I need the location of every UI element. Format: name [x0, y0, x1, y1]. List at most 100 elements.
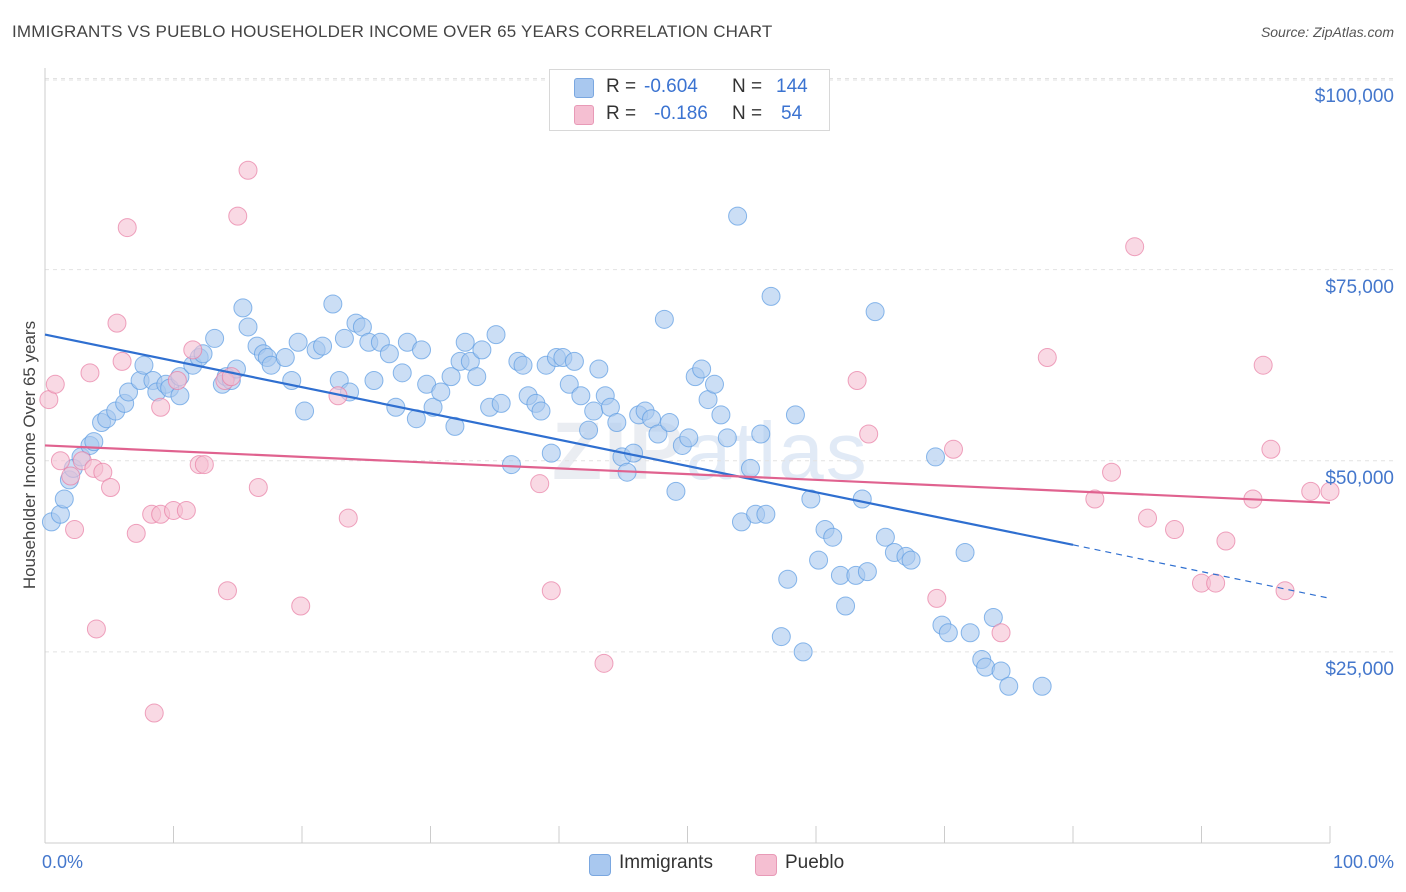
- point-pueblo: [151, 397, 171, 417]
- point-pueblo: [847, 370, 867, 390]
- point-immigrants: [323, 294, 343, 314]
- point-immigrants: [491, 393, 511, 413]
- point-pueblo: [1037, 348, 1057, 368]
- point-pueblo: [228, 206, 248, 226]
- point-pueblo: [238, 160, 258, 180]
- x-tick-label-min: 0.0%: [42, 852, 84, 872]
- bottom-legend-swatch-pueblo: [755, 854, 777, 876]
- legend-r-value: -0.604: [644, 76, 698, 97]
- point-pueblo: [248, 478, 268, 498]
- point-immigrants: [334, 328, 354, 348]
- point-pueblo: [1138, 508, 1158, 528]
- bottom-legend-swatch-immigrants: [589, 854, 611, 876]
- point-pueblo: [194, 455, 214, 475]
- point-immigrants: [960, 623, 980, 643]
- point-immigrants: [584, 401, 604, 421]
- point-immigrants: [793, 642, 813, 662]
- point-immigrants: [412, 340, 432, 360]
- point-immigrants: [379, 344, 399, 364]
- data-points: [39, 160, 1340, 723]
- point-pueblo: [1261, 439, 1281, 459]
- point-immigrants: [857, 562, 877, 582]
- point-pueblo: [1320, 481, 1340, 501]
- point-pueblo: [1102, 462, 1122, 482]
- legend-swatch-immigrants: [574, 78, 594, 98]
- point-immigrants: [801, 489, 821, 509]
- point-immigrants: [648, 424, 668, 444]
- point-immigrants: [1032, 676, 1052, 696]
- point-pueblo: [80, 363, 100, 383]
- point-pueblo: [530, 474, 550, 494]
- point-immigrants: [392, 363, 412, 383]
- point-pueblo: [291, 596, 311, 616]
- point-pueblo: [217, 581, 237, 601]
- point-immigrants: [607, 413, 627, 433]
- point-immigrants: [679, 428, 699, 448]
- x-tick-label-max: 100.0%: [1332, 852, 1394, 872]
- point-immigrants: [238, 317, 258, 337]
- point-immigrants: [717, 428, 737, 448]
- point-immigrants: [54, 489, 74, 509]
- point-pueblo: [943, 439, 963, 459]
- trend-line-immigrants: [44, 333, 1074, 546]
- point-immigrants: [778, 569, 798, 589]
- point-immigrants: [785, 405, 805, 425]
- point-pueblo: [1206, 573, 1226, 593]
- y-tick-label-25000: $25,000: [1325, 659, 1394, 680]
- point-immigrants: [486, 325, 506, 345]
- point-immigrants: [119, 382, 139, 402]
- point-pueblo: [991, 623, 1011, 643]
- bottom-legend-label-pueblo: Pueblo: [785, 852, 845, 873]
- point-immigrants: [559, 374, 579, 394]
- point-immigrants: [875, 527, 895, 547]
- point-immigrants: [364, 370, 384, 390]
- point-immigrants: [571, 386, 591, 406]
- point-immigrants: [564, 351, 584, 371]
- point-pueblo: [144, 703, 164, 723]
- point-pueblo: [1216, 531, 1236, 551]
- point-pueblo: [126, 523, 146, 543]
- y-tick-label-75000: $75,000: [1325, 277, 1394, 298]
- point-immigrants: [233, 298, 253, 318]
- point-pueblo: [541, 581, 561, 601]
- point-immigrants: [660, 413, 680, 433]
- point-pueblo: [50, 451, 70, 471]
- point-pueblo: [101, 478, 121, 498]
- point-pueblo: [107, 313, 127, 333]
- legend-n-label: N =: [732, 103, 763, 124]
- point-pueblo: [594, 653, 614, 673]
- point-immigrants: [84, 432, 104, 452]
- point-immigrants: [441, 367, 461, 387]
- point-pueblo: [1165, 520, 1185, 540]
- legend-swatch-pueblo: [574, 105, 594, 125]
- chart-title: IMMIGRANTS VS PUEBLO HOUSEHOLDER INCOME …: [12, 22, 773, 41]
- point-pueblo: [927, 588, 947, 608]
- point-immigrants: [938, 623, 958, 643]
- point-pueblo: [1301, 481, 1321, 501]
- legend-r-label: R =: [606, 103, 637, 124]
- point-immigrants: [955, 542, 975, 562]
- point-immigrants: [589, 359, 609, 379]
- point-immigrants: [983, 607, 1003, 627]
- point-pueblo: [86, 619, 106, 639]
- point-immigrants: [295, 401, 315, 421]
- point-immigrants: [991, 661, 1011, 681]
- bottom-legend-label-immigrants: Immigrants: [619, 852, 713, 873]
- point-immigrants: [205, 328, 225, 348]
- point-immigrants: [809, 550, 829, 570]
- point-immigrants: [275, 348, 295, 368]
- point-immigrants: [579, 420, 599, 440]
- legend-r-label: R =: [606, 76, 637, 97]
- trend-line-pueblo: [44, 444, 1331, 504]
- axes: [44, 68, 1331, 844]
- point-immigrants: [728, 206, 748, 226]
- point-immigrants: [852, 489, 872, 509]
- point-immigrants: [531, 401, 551, 421]
- point-immigrants: [423, 397, 443, 417]
- point-pueblo: [176, 500, 196, 520]
- point-pueblo: [93, 462, 113, 482]
- point-immigrants: [756, 504, 776, 524]
- point-immigrants: [467, 367, 487, 387]
- legend-n-value: 144: [776, 76, 808, 97]
